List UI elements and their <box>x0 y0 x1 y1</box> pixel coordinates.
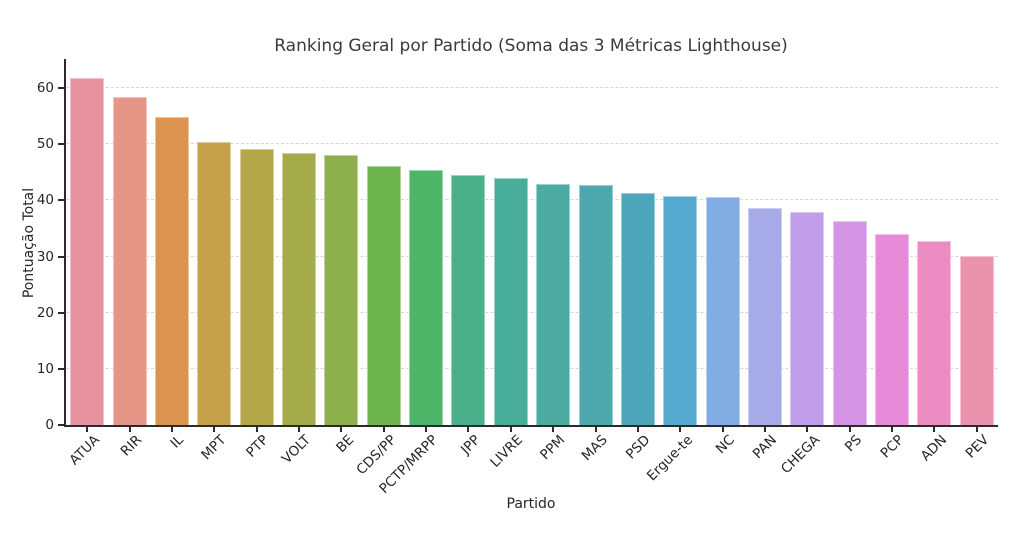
y-tick-60 <box>58 87 64 90</box>
x-tick-10 <box>509 427 512 432</box>
bar-ergue-te <box>663 195 698 425</box>
x-tick-2 <box>170 427 173 432</box>
x-tick-label-11: PPM <box>537 432 569 464</box>
bar-nc <box>705 197 740 425</box>
bar-jpp <box>451 174 486 425</box>
x-tick-16 <box>764 427 766 432</box>
bar-adn <box>917 240 952 425</box>
x-tick-label-18: PS <box>841 432 866 456</box>
y-tick-label-10: 10 <box>36 360 54 377</box>
x-tick-label-0: ATUA <box>66 432 103 469</box>
bar-il <box>154 117 189 425</box>
y-tick-label-0: 0 <box>45 417 54 433</box>
gridline-y40 <box>66 199 998 201</box>
y-tick-label-60: 60 <box>36 80 54 97</box>
x-tick-19 <box>891 427 894 432</box>
bar-atua <box>70 77 105 425</box>
x-tick-label-17: CHEGA <box>777 432 823 478</box>
x-tick-5 <box>298 427 300 432</box>
x-tick-label-4: PTP <box>243 432 272 461</box>
x-tick-label-13: PSD <box>622 432 654 463</box>
y-tick-30 <box>58 255 64 258</box>
x-tick-12 <box>594 427 597 432</box>
x-tick-1 <box>128 427 131 432</box>
bar-volt <box>282 153 316 425</box>
x-tick-7 <box>382 427 385 432</box>
bar-pctp-mrpp <box>409 170 444 425</box>
y-tick-label-40: 40 <box>36 192 54 209</box>
x-tick-label-6: BE <box>332 432 357 456</box>
x-tick-label-2: IL <box>167 432 188 452</box>
gridline-y50 <box>66 143 998 145</box>
x-tick-label-5: VOLT <box>279 432 315 468</box>
x-tick-14 <box>679 427 682 432</box>
bar-pev <box>959 256 994 425</box>
x-tick-18 <box>848 427 851 432</box>
x-tick-label-9: JPP <box>458 432 484 458</box>
x-tick-label-15: NC <box>712 432 738 458</box>
x-tick-8 <box>425 427 428 432</box>
y-tick-label-30: 30 <box>36 248 54 265</box>
y-tick-label-20: 20 <box>36 304 54 321</box>
bar-be <box>324 154 359 425</box>
x-tick-13 <box>636 427 639 432</box>
y-axis-spine <box>64 59 66 427</box>
bar-livre <box>493 178 528 425</box>
bar-mpt <box>197 142 232 425</box>
x-axis-spine <box>64 425 998 427</box>
bar-rir <box>112 96 147 425</box>
gridline-y10 <box>66 367 998 369</box>
y-tick-10 <box>58 367 64 370</box>
x-tick-label-21: PEV <box>962 432 993 462</box>
x-tick-label-1: RIR <box>117 432 145 460</box>
y-tick-40 <box>58 199 64 202</box>
x-tick-21 <box>975 427 978 432</box>
x-tick-label-19: PCP <box>877 432 908 462</box>
x-tick-label-14: Ergue-te <box>643 432 696 485</box>
bar-mas <box>578 185 613 425</box>
x-tick-label-20: ADN <box>917 432 950 465</box>
x-tick-label-16: PAN <box>750 432 781 463</box>
x-tick-label-12: MAS <box>578 432 611 465</box>
x-tick-label-10: LIVRE <box>487 432 527 471</box>
bar-ppm <box>536 183 571 425</box>
gridline-y20 <box>66 311 998 313</box>
x-tick-3 <box>213 427 216 432</box>
bar-cds-pp <box>366 165 401 425</box>
x-tick-11 <box>552 427 555 432</box>
y-tick-50 <box>58 143 64 146</box>
bar-psd <box>620 193 655 425</box>
y-tick-20 <box>58 311 64 314</box>
y-tick-label-50: 50 <box>36 136 54 153</box>
chart-title: Ranking Geral por Partido (Soma das 3 Mé… <box>274 36 788 56</box>
x-tick-0 <box>86 427 89 432</box>
x-tick-6 <box>340 427 343 432</box>
y-tick-0 <box>58 424 64 426</box>
gridline-y30 <box>66 255 998 257</box>
x-tick-17 <box>806 427 809 432</box>
x-tick-9 <box>467 427 470 432</box>
x-tick-15 <box>721 427 724 432</box>
x-tick-label-3: MPT <box>198 432 230 464</box>
bar-ptp <box>239 149 274 425</box>
x-tick-4 <box>255 427 258 432</box>
bar-ps <box>832 221 867 425</box>
x-tick-20 <box>933 427 936 432</box>
bar-pcp <box>875 233 910 425</box>
gridline-y60 <box>66 87 998 89</box>
bar-chega <box>790 211 825 425</box>
bar-pan <box>748 208 782 425</box>
x-axis-label: Partido <box>506 496 556 512</box>
